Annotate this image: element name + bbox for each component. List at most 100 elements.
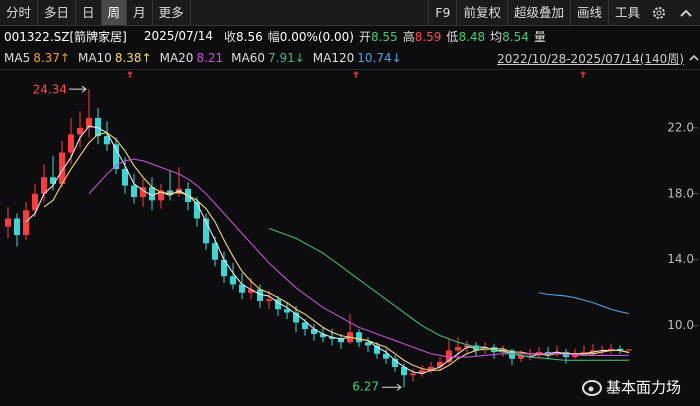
range[interactable]: 2022/10/28-2025/07/14(140周) <box>497 51 684 66</box>
candle-body <box>527 355 533 357</box>
candle-body <box>500 350 506 353</box>
candle-body <box>509 350 515 359</box>
candle-body <box>32 193 38 211</box>
legend-name: MA5 <box>4 51 31 65</box>
candle-body <box>212 243 218 260</box>
candle-body <box>455 347 461 351</box>
tab[interactable]: 更多 <box>153 0 191 25</box>
value: 8.56 <box>236 29 263 44</box>
candle-body <box>581 352 587 354</box>
value: 0.00%(0.00) <box>279 29 354 44</box>
candle-body <box>23 210 29 235</box>
tabs: 分时 多日日周月更多 <box>0 0 191 25</box>
tools: F9 前复权 超级叠加 画线 工具 <box>428 0 700 25</box>
candle-body <box>158 190 164 201</box>
marker <box>127 70 586 78</box>
min-label: 6.27 <box>352 380 379 394</box>
tab[interactable]: 周 <box>101 0 128 25</box>
date: 2025/07/14 <box>143 29 213 43</box>
candle-body <box>41 177 47 194</box>
candle-body <box>167 190 173 194</box>
tool[interactable]: 画线 <box>569 0 608 25</box>
candle-body <box>86 117 92 128</box>
max-label: 24.34 <box>33 83 67 97</box>
label: 均 <box>490 29 503 44</box>
candle-body <box>221 259 227 277</box>
candle-body <box>140 187 146 198</box>
ma-line <box>538 292 630 315</box>
tab[interactable]: 日 <box>76 0 102 25</box>
label: 收 <box>224 29 237 44</box>
candle-body <box>59 152 65 184</box>
candle-body <box>284 309 290 313</box>
candle-body <box>437 362 443 367</box>
tool[interactable]: 工具 <box>607 0 646 25</box>
legend-name: MA120 <box>312 51 355 65</box>
candle-body <box>68 134 74 153</box>
candle-body <box>95 117 101 137</box>
candle-body <box>356 332 362 343</box>
candle-body <box>626 349 632 351</box>
candle-body <box>203 218 209 244</box>
legend-item: MA10 8.38↑ <box>78 51 156 65</box>
candle-body <box>311 329 317 334</box>
candle-body <box>275 299 281 310</box>
value: 8.48 <box>458 29 486 44</box>
tool[interactable]: F9 <box>428 0 456 25</box>
candle-body <box>122 169 128 186</box>
y-tick-label: 10.0 <box>667 318 694 332</box>
candle-body <box>149 187 155 201</box>
watermark: 基本面力场 <box>582 379 681 397</box>
label: 开 <box>358 29 371 44</box>
label: 高 <box>402 29 415 44</box>
collapse-icon[interactable] <box>688 52 700 64</box>
candle-body <box>5 218 11 227</box>
tool[interactable]: 超级叠加 <box>506 0 570 25</box>
tool[interactable]: 前复权 <box>456 0 507 25</box>
candle-body <box>50 177 56 184</box>
candle-body <box>608 348 614 351</box>
legend-name: MA60 <box>231 51 266 65</box>
logo <box>582 380 602 396</box>
legend-value: 7.91↓ <box>268 51 305 65</box>
candle-body <box>320 333 326 338</box>
candle-body <box>392 358 398 367</box>
y-tick-label: 22.0 <box>667 120 694 134</box>
candle-body <box>293 312 299 323</box>
candle-body <box>383 353 389 359</box>
candle-body <box>266 299 272 301</box>
value: 8.54 <box>502 29 529 44</box>
candle-body <box>131 185 137 198</box>
tab[interactable]: 多日 <box>38 0 77 25</box>
settings-icon[interactable] <box>651 5 667 21</box>
value: 8.55 <box>370 29 398 44</box>
candle-body <box>464 345 470 348</box>
code: 001322.SZ[箭牌家居] <box>4 29 127 44</box>
candle-body <box>410 373 416 376</box>
tab[interactable]: 月 <box>127 0 153 25</box>
candle-body <box>194 202 200 219</box>
legend-item: MA120 10.74↓ <box>313 51 406 65</box>
logo <box>588 386 594 392</box>
watermark-text: 基本面力场 <box>606 379 681 397</box>
legend: MA5 8.37↑ MA10 8.38↑ MA20 8.21 MA60 7.91↓ MA120 1… <box>0 47 700 70</box>
candle-body <box>257 289 263 301</box>
y-tick-label: 18.0 <box>667 186 694 200</box>
label: 幅 <box>267 29 280 44</box>
legend-value: 10.74↓ <box>357 51 402 65</box>
legend-value: 8.38↑ <box>114 51 152 65</box>
candle-body <box>473 345 479 351</box>
ma-line <box>43 132 630 371</box>
toolbar: 分时 多日日周月更多 F9 前复权 超级叠加 画线 工具 <box>0 0 700 26</box>
collapse-icon[interactable] <box>678 5 694 21</box>
candle-body <box>14 218 20 235</box>
tab[interactable]: 分时 <box>0 0 39 25</box>
candle-body <box>491 347 497 353</box>
period-markers <box>127 70 586 78</box>
candle-body <box>617 348 623 351</box>
legend-name: MA20 <box>159 51 194 65</box>
legend-name: MA10 <box>77 51 112 65</box>
candle-body <box>374 345 380 354</box>
label: 量 <box>533 29 546 44</box>
